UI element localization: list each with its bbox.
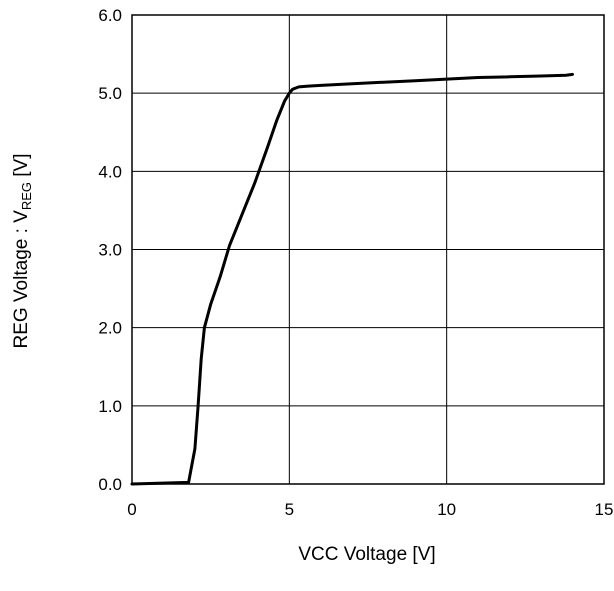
y-tick-label: 1.0 [98, 397, 122, 416]
y-axis-label-unit: [V] [11, 153, 32, 182]
x-tick-labels: 0 5 10 15 [127, 500, 613, 519]
y-axis-label-main: REG Voltage : V [11, 210, 32, 349]
series-layer [130, 72, 574, 486]
plot-frame [131, 14, 605, 485]
y-axis-label: REG Voltage : VREG [V] [11, 153, 34, 348]
y-tick-label: 4.0 [98, 162, 122, 181]
x-tick-label: 5 [285, 500, 294, 519]
y-axis-label-subscript: REG [19, 182, 34, 210]
x-tick-label: 15 [595, 500, 614, 519]
x-tick-label: 0 [127, 500, 136, 519]
y-tick-label: 2.0 [98, 319, 122, 338]
y-tick-label: 3.0 [98, 241, 122, 260]
y-tick-labels: 0.0 1.0 2.0 3.0 4.0 5.0 6.0 [98, 6, 122, 494]
y-tick-label: 5.0 [98, 84, 122, 103]
grid [131, 14, 605, 485]
series-line [130, 72, 574, 486]
x-tick-label: 10 [437, 500, 456, 519]
y-tick-label: 6.0 [98, 6, 122, 25]
y-tick-label: 0.0 [98, 475, 122, 494]
x-axis-label: VCC Voltage [V] [298, 544, 435, 565]
